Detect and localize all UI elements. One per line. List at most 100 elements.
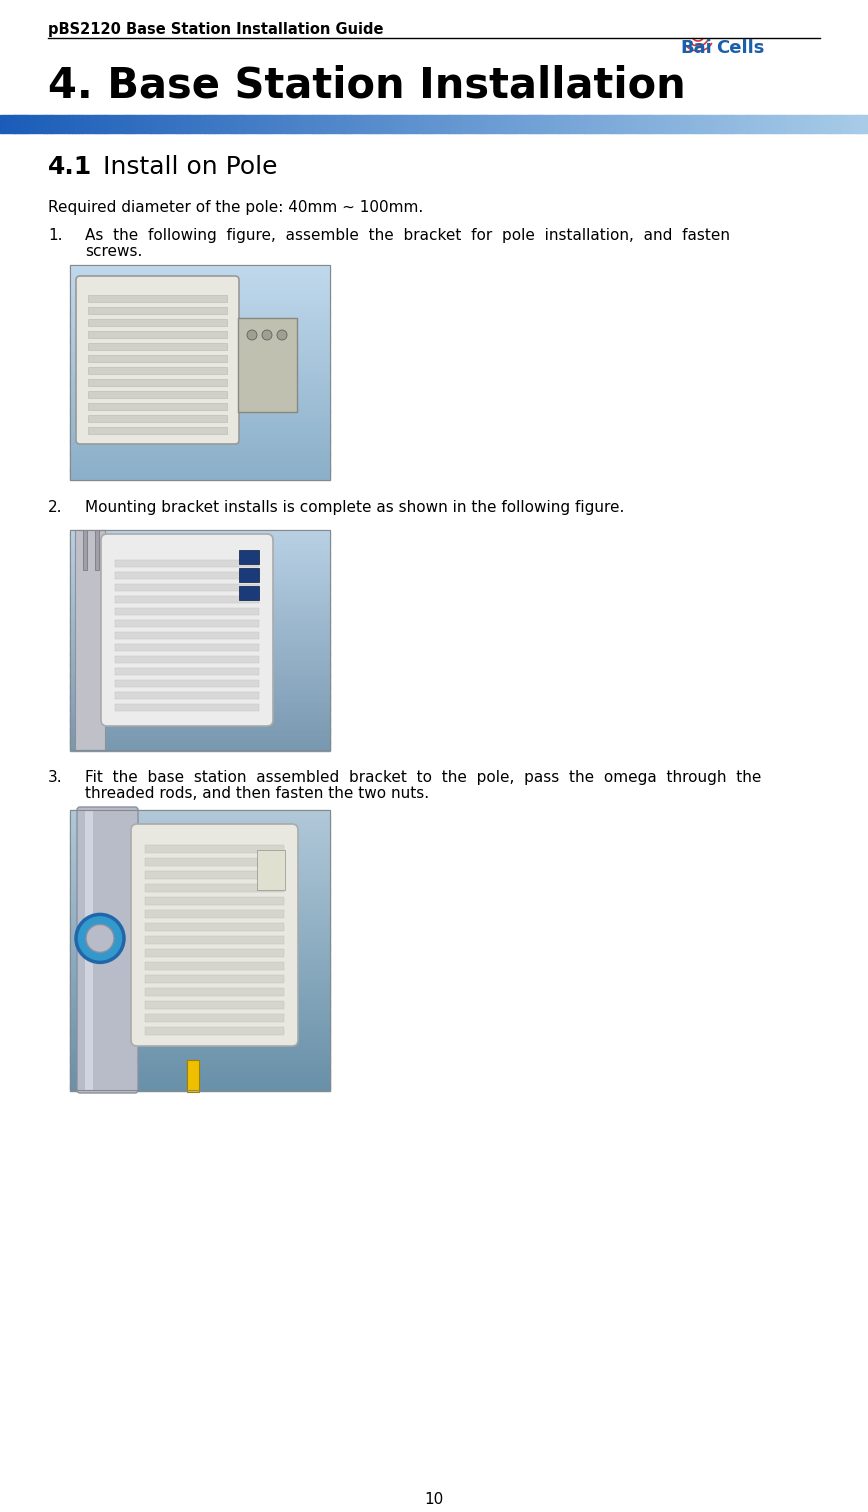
- Bar: [249, 115, 253, 133]
- Bar: [70, 965, 330, 968]
- Bar: [88, 426, 227, 434]
- Bar: [162, 115, 166, 133]
- Bar: [457, 115, 461, 133]
- Bar: [70, 342, 330, 345]
- Bar: [70, 962, 330, 965]
- Bar: [332, 115, 336, 133]
- Bar: [145, 922, 284, 931]
- Bar: [70, 922, 330, 925]
- Bar: [753, 115, 756, 133]
- Bar: [495, 115, 498, 133]
- Bar: [358, 115, 362, 133]
- Bar: [15, 115, 18, 133]
- Bar: [796, 115, 799, 133]
- Bar: [70, 1025, 330, 1028]
- Bar: [70, 1074, 330, 1077]
- Bar: [813, 115, 817, 133]
- FancyBboxPatch shape: [76, 277, 239, 445]
- Bar: [70, 978, 330, 981]
- Bar: [70, 531, 330, 750]
- Bar: [556, 115, 559, 133]
- Bar: [70, 833, 330, 836]
- Bar: [402, 115, 405, 133]
- Bar: [70, 745, 330, 748]
- Bar: [579, 115, 582, 133]
- Bar: [17, 115, 21, 133]
- Bar: [648, 115, 652, 133]
- Bar: [70, 673, 330, 676]
- Bar: [228, 115, 232, 133]
- Bar: [70, 727, 330, 730]
- Bar: [70, 298, 330, 299]
- Bar: [674, 115, 678, 133]
- Bar: [590, 115, 594, 133]
- Bar: [70, 1077, 330, 1080]
- Bar: [70, 966, 330, 971]
- Bar: [70, 428, 330, 431]
- Bar: [781, 115, 785, 133]
- Bar: [70, 572, 330, 575]
- Bar: [70, 422, 330, 425]
- Bar: [469, 115, 472, 133]
- Bar: [88, 295, 227, 302]
- Bar: [113, 115, 116, 133]
- Bar: [70, 380, 330, 381]
- Bar: [148, 115, 151, 133]
- Bar: [70, 744, 330, 745]
- Bar: [168, 115, 171, 133]
- Bar: [70, 313, 330, 314]
- Bar: [70, 570, 330, 573]
- Bar: [70, 301, 330, 304]
- Bar: [87, 115, 90, 133]
- Bar: [527, 115, 530, 133]
- Bar: [70, 863, 330, 866]
- Bar: [775, 115, 779, 133]
- Bar: [272, 115, 275, 133]
- Bar: [70, 289, 330, 292]
- Bar: [197, 115, 201, 133]
- Bar: [738, 115, 741, 133]
- Bar: [70, 668, 330, 671]
- Bar: [70, 1084, 330, 1087]
- Bar: [226, 115, 229, 133]
- Bar: [70, 679, 330, 682]
- Bar: [70, 576, 330, 579]
- Circle shape: [76, 915, 124, 963]
- Bar: [115, 620, 259, 627]
- Bar: [70, 354, 330, 355]
- Bar: [70, 649, 330, 652]
- Bar: [115, 692, 259, 699]
- Bar: [70, 736, 330, 739]
- Bar: [475, 115, 478, 133]
- Bar: [70, 1064, 330, 1067]
- Bar: [70, 416, 330, 419]
- Bar: [70, 609, 330, 612]
- Bar: [70, 995, 330, 998]
- Bar: [570, 115, 574, 133]
- Bar: [145, 975, 284, 983]
- Bar: [822, 115, 825, 133]
- Text: pBS2120 Base Station Installation Guide: pBS2120 Base Station Installation Guide: [48, 23, 384, 36]
- Bar: [70, 410, 330, 411]
- Bar: [324, 115, 327, 133]
- Bar: [202, 115, 206, 133]
- Bar: [55, 115, 58, 133]
- Bar: [70, 541, 330, 544]
- Bar: [239, 587, 259, 600]
- Bar: [70, 432, 330, 435]
- Bar: [243, 115, 247, 133]
- Bar: [70, 581, 330, 584]
- Bar: [70, 265, 330, 268]
- Bar: [70, 989, 330, 992]
- Bar: [70, 975, 330, 978]
- Bar: [217, 115, 220, 133]
- Bar: [206, 115, 209, 133]
- Bar: [70, 351, 330, 354]
- Bar: [43, 115, 47, 133]
- Bar: [70, 726, 330, 729]
- Bar: [284, 115, 287, 133]
- Bar: [70, 1040, 330, 1043]
- Bar: [842, 115, 845, 133]
- Bar: [70, 688, 330, 691]
- Bar: [744, 115, 747, 133]
